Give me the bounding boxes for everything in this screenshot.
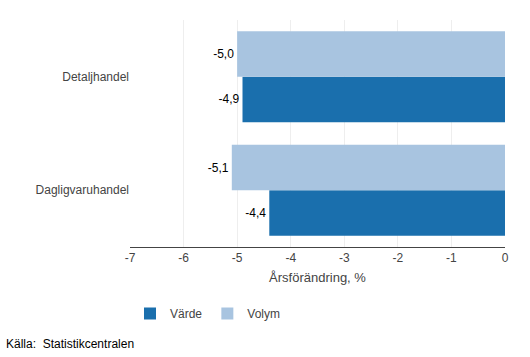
svg-text:-5,0: -5,0 [213,47,234,61]
svg-text:Volym: Volym [247,307,280,321]
svg-text:-3: -3 [339,251,350,265]
svg-text:Dagligvaruhandel: Dagligvaruhandel [36,183,129,197]
svg-text:-5,1: -5,1 [208,161,229,175]
svg-text:-5: -5 [232,251,243,265]
svg-text:Källa: Statistikcentralen: Källa: Statistikcentralen [6,337,134,351]
svg-text:-4,4: -4,4 [245,206,266,220]
svg-text:0: 0 [502,251,509,265]
svg-text:-7: -7 [125,251,136,265]
svg-text:Värde: Värde [170,307,202,321]
svg-text:Detaljhandel: Detaljhandel [62,70,129,84]
svg-text:-4,9: -4,9 [218,92,239,106]
svg-text:-2: -2 [393,251,404,265]
svg-text:-4: -4 [285,251,296,265]
svg-text:-6: -6 [178,251,189,265]
svg-text:Årsförändring, %: Årsförändring, % [269,270,366,285]
svg-text:-1: -1 [446,251,457,265]
